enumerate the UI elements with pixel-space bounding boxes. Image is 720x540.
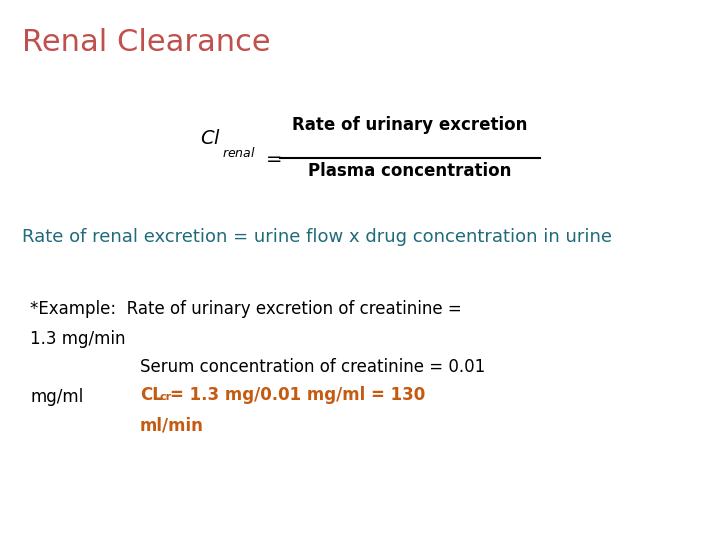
Text: $\mathit{renal}$: $\mathit{renal}$ <box>222 146 256 160</box>
Text: $\mathit{Cl}$: $\mathit{Cl}$ <box>200 129 221 148</box>
Text: = 1.3 mg/0.01 mg/ml = 130: = 1.3 mg/0.01 mg/ml = 130 <box>170 386 426 404</box>
Text: $=$: $=$ <box>262 148 282 167</box>
Text: mg/ml: mg/ml <box>30 388 84 406</box>
Text: Rate of renal excretion = urine flow x drug concentration in urine: Rate of renal excretion = urine flow x d… <box>22 228 612 246</box>
Text: Plasma concentration: Plasma concentration <box>308 162 512 180</box>
Text: Rate of urinary excretion: Rate of urinary excretion <box>292 116 528 134</box>
Text: *Example:  Rate of urinary excretion of creatinine =: *Example: Rate of urinary excretion of c… <box>30 300 462 318</box>
Text: cr: cr <box>160 392 172 402</box>
Text: Serum concentration of creatinine = 0.01: Serum concentration of creatinine = 0.01 <box>140 358 485 376</box>
Text: ml/min: ml/min <box>140 416 204 434</box>
Text: CL: CL <box>140 386 163 404</box>
Text: 1.3 mg/min: 1.3 mg/min <box>30 330 125 348</box>
Text: Renal Clearance: Renal Clearance <box>22 28 271 57</box>
